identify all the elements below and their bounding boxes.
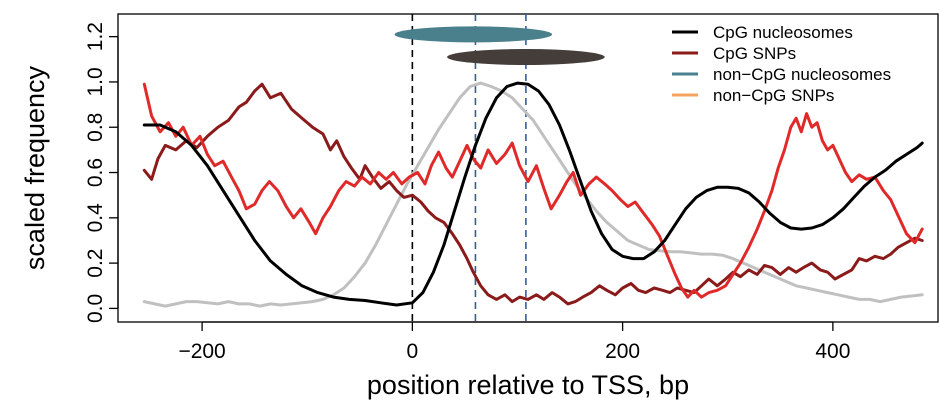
legend-label: CpG nucleosomes <box>713 23 853 42</box>
legend-item: non−CpG nucleosomes <box>672 65 891 84</box>
reference-lines <box>411 14 527 322</box>
x-tick-label: 200 <box>605 340 640 363</box>
y-tick-label: 0.8 <box>84 113 107 142</box>
x-tick-label: −200 <box>178 340 225 363</box>
y-tick-label: 0.2 <box>84 249 107 278</box>
legend-item: CpG SNPs <box>672 44 796 63</box>
series-lines <box>142 81 924 308</box>
legend-item: non−CpG SNPs <box>672 86 834 105</box>
y-tick-label: 0.0 <box>84 294 107 323</box>
y-axis: 0.0 0.2 0.4 0.6 0.8 1.0 1.2 <box>84 22 119 323</box>
series-line-snp-red <box>142 82 924 299</box>
x-axis-label: position relative to TSS, bp <box>367 370 689 400</box>
region-ellipses <box>394 26 605 66</box>
y-tick-label: 0.4 <box>84 203 107 233</box>
legend-label: non−CpG nucleosomes <box>713 65 891 84</box>
y-tick-label: 1.2 <box>84 22 107 51</box>
legend-label: CpG SNPs <box>713 44 796 63</box>
series-line-grey-curve <box>142 81 924 308</box>
x-tick-label: 400 <box>815 340 850 363</box>
legend-item: CpG nucleosomes <box>672 23 853 42</box>
y-tick-label: 1.0 <box>84 67 107 96</box>
series-line-cpg-snps <box>142 82 924 306</box>
series-line-cpg-nucleosomes <box>142 81 924 307</box>
legend-label: non−CpG SNPs <box>713 86 834 105</box>
y-axis-label: scaled frequency <box>20 65 50 270</box>
legend: CpG nucleosomes CpG SNPs non−CpG nucleosom… <box>672 23 891 105</box>
y-tick-label: 0.6 <box>84 158 107 187</box>
ellipse-1 <box>447 49 605 66</box>
x-axis: −200 0 200 400 <box>178 321 850 363</box>
x-tick-label: 0 <box>407 340 419 363</box>
ellipse-0 <box>394 26 553 43</box>
